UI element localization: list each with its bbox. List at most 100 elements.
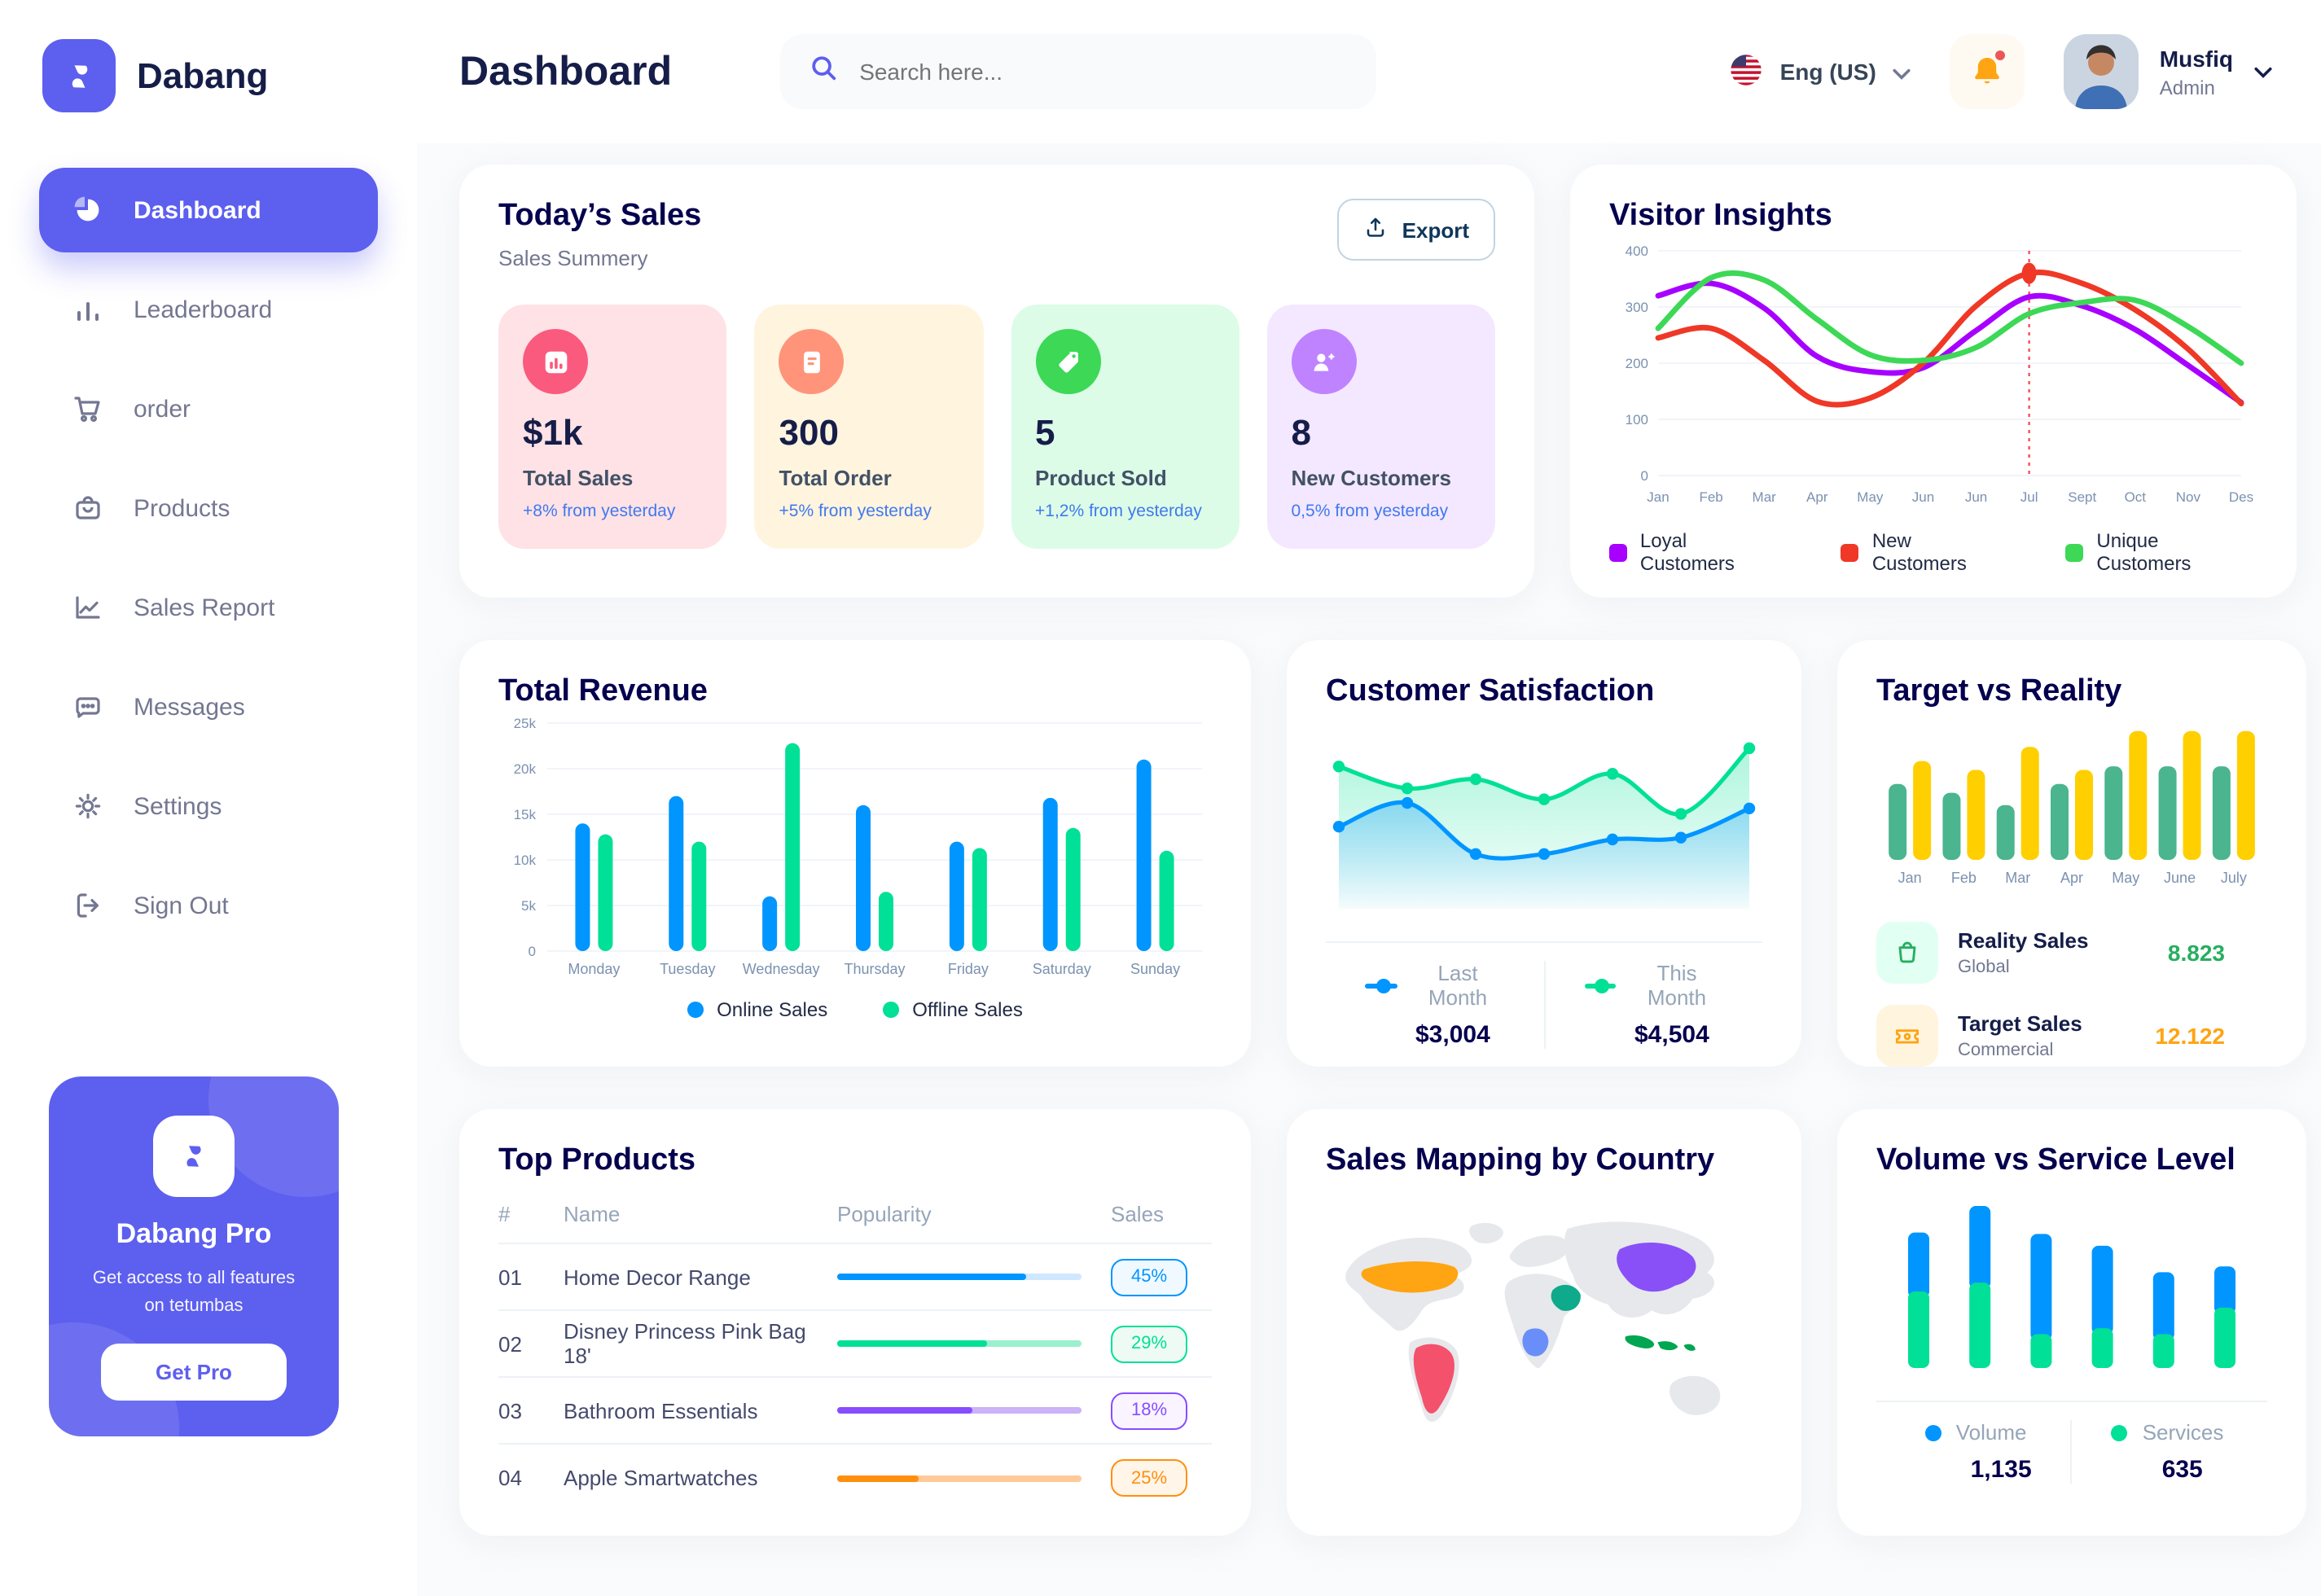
order-file-icon: [779, 329, 845, 394]
popularity-bar: [837, 1340, 1082, 1347]
sidebar-item-label: Dashboard: [134, 196, 261, 224]
target-vs-reality-title: Target vs Reality: [1876, 674, 2122, 708]
sidebar-item-leaderboard[interactable]: Leaderboard: [39, 267, 378, 352]
bar-chart-icon: [70, 293, 106, 326]
legend-label: Services: [2142, 1420, 2224, 1445]
visitor-insights-card: Visitor Insights 0 100 200 300 400 Jan Feb Mar A…: [1570, 164, 2297, 598]
stat-card-new-customers: 8 New Customers 0,5% from yesterday: [1266, 305, 1495, 549]
volume-dot: [1924, 1424, 1941, 1440]
product-name: Home Decor Range: [564, 1265, 751, 1289]
target-vs-reality-card: Target vs Reality Jan Feb Mar Apr May June Jul…: [1837, 640, 2306, 1067]
loyal-customers-swatch: [1609, 543, 1627, 561]
unique-customers-swatch: [2065, 543, 2084, 561]
product-row: 03 Bathroom Essentials 18%: [498, 1378, 1212, 1445]
svg-text:May: May: [2112, 870, 2139, 886]
stat-card-product-sold: 5 Product Sold +1,2% from yesterday: [1011, 305, 1239, 549]
svg-text:15k: 15k: [514, 807, 537, 822]
notification-bell-button[interactable]: [1949, 34, 2025, 109]
svg-text:Jun: Jun: [1965, 489, 1987, 505]
svg-text:Jun: Jun: [1912, 489, 1934, 505]
svg-text:100: 100: [1626, 412, 1648, 428]
svg-text:Feb: Feb: [1699, 489, 1722, 505]
volume-service-legend: Volume 1,135 Services 635: [1876, 1401, 2267, 1484]
target-sales-legend-row: Target Sales Commercial 12.122: [1876, 1005, 2267, 1067]
notification-dot: [1993, 49, 2007, 62]
visitor-insights-chart: 0 100 200 300 400 Jan Feb Mar Apr May Jun Jun Jul Sep…: [1626, 243, 2253, 505]
chevron-down-icon: [2254, 57, 2272, 86]
svg-text:Jul: Jul: [2020, 489, 2038, 505]
language-selector[interactable]: Eng (US): [1728, 51, 1911, 92]
svg-text:June: June: [2164, 870, 2196, 886]
sidebar-item-messages[interactable]: Messages: [39, 664, 378, 749]
search-icon: [807, 52, 838, 91]
svg-text:Thursday: Thursday: [844, 961, 905, 977]
stat-label: Product Sold: [1035, 466, 1167, 490]
col-sales: Sales: [1111, 1202, 1165, 1226]
sidebar-item-dashboard[interactable]: Dashboard: [39, 168, 378, 252]
customer-satisfaction-legend: Last Month $3,004 This Month $4,504: [1326, 941, 1762, 1049]
sidebar-item-order[interactable]: order: [39, 366, 378, 451]
dabang-pro-logo-icon: [153, 1115, 235, 1197]
export-button[interactable]: Export: [1336, 199, 1495, 261]
total-revenue-chart: 0 5k 10k 15k 20k 25k Monday Tuesday Wednesday Thu…: [514, 716, 1202, 977]
sidebar-item-sign-out[interactable]: Sign Out: [39, 863, 378, 948]
col-name: Name: [564, 1202, 621, 1226]
sidebar-item-sales-report[interactable]: Sales Report: [39, 565, 378, 650]
stat-label: Total Sales: [523, 466, 634, 490]
services-dot: [2111, 1424, 2128, 1440]
cart-icon: [70, 392, 106, 425]
legend-label: This Month: [1647, 961, 1707, 1010]
legend-label: New Customers: [1871, 529, 1967, 575]
stat-delta: +1,2% from yesterday: [1035, 502, 1202, 521]
top-products-header: # Name Popularity Sales: [498, 1179, 1212, 1244]
services-value: 635: [2161, 1456, 2203, 1484]
stat-delta: +5% from yesterday: [779, 502, 932, 521]
svg-text:Mar: Mar: [2005, 870, 2030, 886]
svg-text:Des: Des: [2229, 489, 2253, 505]
customer-satisfaction-card: Customer Satisfaction Last Month $3,004 …: [1287, 640, 1801, 1067]
stat-label: Total Order: [779, 466, 892, 490]
new-user-icon: [1291, 329, 1357, 394]
sign-out-icon: [70, 889, 106, 922]
svg-text:Wednesday: Wednesday: [743, 961, 820, 977]
world-map: [1345, 1221, 1721, 1423]
sidebar-item-products[interactable]: Products: [39, 466, 378, 550]
gear-icon: [70, 790, 106, 822]
last-month-value: $3,004: [1415, 1021, 1490, 1049]
customer-satisfaction-title: Customer Satisfaction: [1326, 674, 1655, 708]
volume-service-chart: [1908, 1206, 2235, 1368]
total-revenue-title: Total Revenue: [498, 674, 708, 708]
stat-card-total-order: 300 Total Order +5% from yesterday: [754, 305, 983, 549]
shopping-bag-icon: [1876, 922, 1938, 984]
sidebar-item-label: Products: [134, 494, 230, 522]
popularity-bar: [837, 1274, 1082, 1280]
svg-text:Tuesday: Tuesday: [660, 961, 715, 977]
stat-value: $1k: [523, 412, 583, 453]
sales-badge: 25%: [1111, 1459, 1187, 1497]
svg-text:10k: 10k: [514, 853, 537, 868]
sales-mapping-card: Sales Mapping by Country: [1287, 1109, 1801, 1536]
search-bar[interactable]: [779, 34, 1376, 109]
product-rank: 04: [498, 1466, 522, 1490]
sidebar-item-label: Sales Report: [134, 594, 275, 621]
volume-service-title: Volume vs Service Level: [1876, 1143, 2235, 1177]
page-title: Dashboard: [459, 48, 673, 94]
legend-label: Offline Sales: [912, 998, 1023, 1021]
sidebar-item-settings[interactable]: Settings: [39, 764, 378, 848]
get-pro-button[interactable]: Get Pro: [101, 1344, 287, 1401]
popularity-bar: [837, 1475, 1082, 1481]
svg-text:25k: 25k: [514, 716, 537, 731]
user-menu[interactable]: Musfiq Admin: [2063, 34, 2272, 109]
stat-delta: 0,5% from yesterday: [1291, 502, 1449, 521]
svg-text:Oct: Oct: [2125, 489, 2147, 505]
pro-upgrade-card: Dabang Pro Get access to all features on…: [49, 1076, 339, 1436]
stat-delta: +8% from yesterday: [523, 502, 676, 521]
svg-text:Jan: Jan: [1647, 489, 1669, 505]
brand-name: Dabang: [137, 55, 269, 95]
sidebar-item-label: order: [134, 395, 191, 423]
reality-sales-value: 8.823: [2167, 940, 2225, 966]
todays-sales-title: Today’s Sales: [498, 199, 702, 233]
popularity-bar: [837, 1407, 1082, 1414]
svg-text:Sept: Sept: [2068, 489, 2096, 505]
search-input[interactable]: [856, 57, 1349, 86]
